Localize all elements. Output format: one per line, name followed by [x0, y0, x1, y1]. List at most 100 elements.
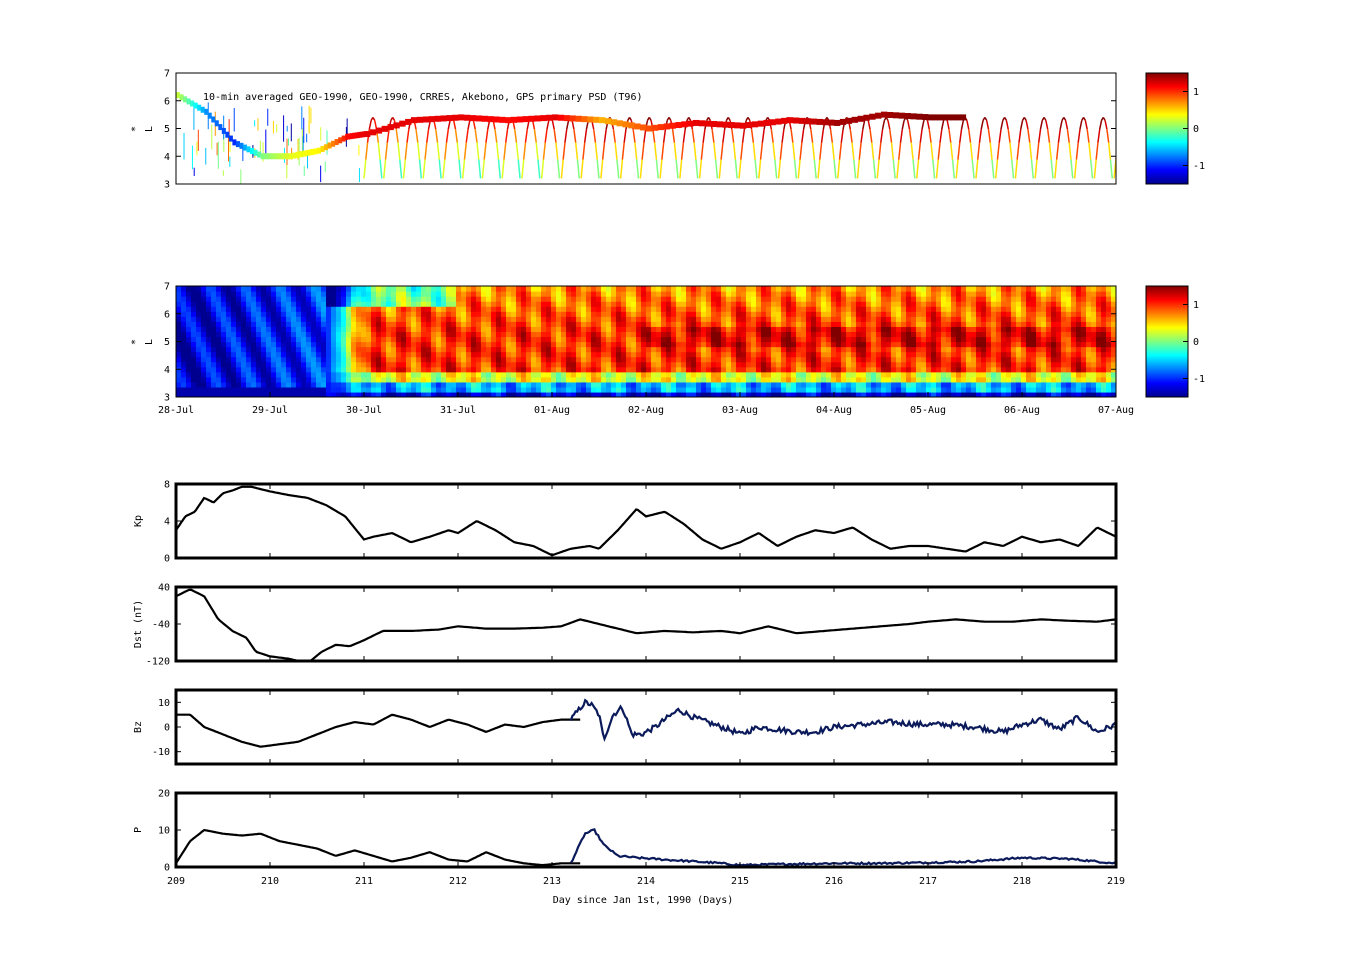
heatmap-cell	[951, 351, 957, 358]
heatmap-cell	[1101, 351, 1107, 358]
heatmap-cell	[966, 361, 972, 368]
heatmap-cell	[661, 366, 667, 373]
heatmap-cell	[411, 371, 417, 378]
heatmap-cell	[451, 381, 457, 388]
heatmap-cell	[366, 296, 372, 302]
geo-track-cell	[693, 119, 700, 126]
psd-orbit-segment	[384, 142, 389, 160]
heatmap-cell	[391, 321, 397, 327]
heatmap-cell	[636, 286, 642, 292]
heatmap-cell	[361, 366, 367, 373]
heatmap-cell	[881, 371, 887, 378]
heatmap-cell	[551, 311, 557, 317]
heatmap-cell	[846, 306, 852, 312]
psd-orbit-segment	[392, 117, 396, 121]
heatmap-cell	[1106, 316, 1112, 322]
heatmap-cell	[371, 296, 377, 302]
heatmap-cell	[281, 361, 287, 368]
heatmap-cell	[696, 356, 702, 363]
heatmap-cell	[561, 296, 567, 302]
heatmap-cell	[1071, 311, 1077, 317]
heatmap-cell	[796, 306, 802, 312]
geo-track-cell	[698, 120, 706, 127]
heatmap-cell	[316, 316, 322, 322]
heatmap-cell	[506, 381, 512, 388]
heatmap-cell	[666, 386, 672, 393]
heatmap-cell	[351, 291, 357, 297]
heatmap-cell	[991, 321, 997, 327]
heatmap-cell	[246, 301, 252, 307]
heatmap-cell	[271, 331, 277, 338]
psd-orbit-segment	[494, 128, 498, 143]
psd-orbit-segment	[797, 159, 801, 179]
heatmap-cell	[461, 296, 467, 302]
heatmap-cell	[891, 331, 897, 338]
heatmap-cell	[591, 336, 597, 343]
heatmap-cell	[411, 361, 417, 368]
heatmap-cell	[876, 306, 882, 312]
heatmap-cell	[286, 366, 292, 373]
heatmap-cell	[961, 301, 967, 307]
heatmap-cell	[821, 286, 827, 292]
heatmap-cell	[786, 386, 792, 393]
heatmap-cell	[901, 371, 907, 378]
heatmap-cell	[866, 331, 872, 338]
heatmap-cell	[506, 326, 512, 333]
heatmap-cell	[826, 296, 832, 302]
heatmap-cell	[671, 386, 677, 393]
heatmap-cell	[776, 336, 782, 343]
psd-orbit-segment	[562, 142, 566, 160]
heatmap-cell	[1041, 296, 1047, 302]
heatmap-cell	[926, 341, 932, 348]
heatmap-cell	[861, 291, 867, 297]
heatmap-cell	[496, 316, 502, 322]
heatmap-cell	[926, 381, 932, 388]
heatmap-cell	[836, 356, 842, 363]
heatmap-cell	[356, 306, 362, 312]
heatmap-cell	[331, 316, 337, 322]
heatmap-cell	[511, 346, 517, 353]
heatmap-cell	[331, 391, 337, 397]
heatmap-cell	[681, 386, 687, 393]
heatmap-cell	[996, 321, 1002, 327]
heatmap-cell	[801, 346, 807, 353]
heatmap-cell	[1001, 306, 1007, 312]
heatmap-cell	[696, 361, 702, 368]
x-tick-label: 217	[919, 876, 937, 887]
heatmap-cell	[281, 286, 287, 292]
heatmap-cell	[546, 331, 552, 338]
heatmap-cell	[801, 381, 807, 388]
heatmap-cell	[866, 301, 872, 307]
heatmap-cell	[631, 361, 637, 368]
heatmap-cell	[826, 386, 832, 393]
heatmap-cell	[441, 291, 447, 297]
heatmap-cell	[591, 371, 597, 378]
heatmap-cell	[416, 316, 422, 322]
heatmap-cell	[991, 386, 997, 393]
heatmap-cell	[381, 386, 387, 393]
heatmap-cell	[181, 371, 187, 378]
heatmap-cell	[726, 311, 732, 317]
psd-orbit-segment	[881, 120, 886, 130]
heatmap-cell	[781, 381, 787, 388]
heatmap-cell	[716, 336, 722, 343]
heatmap-cell	[921, 331, 927, 338]
heatmap-cell	[396, 371, 402, 378]
heatmap-cell	[351, 351, 357, 358]
heatmap-cell	[346, 286, 352, 292]
heatmap-cell	[381, 331, 387, 338]
reanalysis-heatmap	[176, 286, 1116, 397]
psd-orbit-segment	[876, 159, 880, 179]
heatmap-cell	[321, 336, 327, 343]
heatmap-cell	[836, 361, 842, 368]
heatmap-cell	[346, 366, 352, 373]
heatmap-cell	[766, 356, 772, 363]
heatmap-cell	[271, 386, 277, 393]
heatmap-cell	[721, 321, 727, 327]
heatmap-cell	[686, 316, 692, 322]
heatmap-cell	[246, 386, 252, 393]
heatmap-cell	[861, 301, 867, 307]
heatmap-cell	[661, 371, 667, 378]
heatmap-cell	[936, 341, 942, 348]
heatmap-cell	[601, 341, 607, 348]
